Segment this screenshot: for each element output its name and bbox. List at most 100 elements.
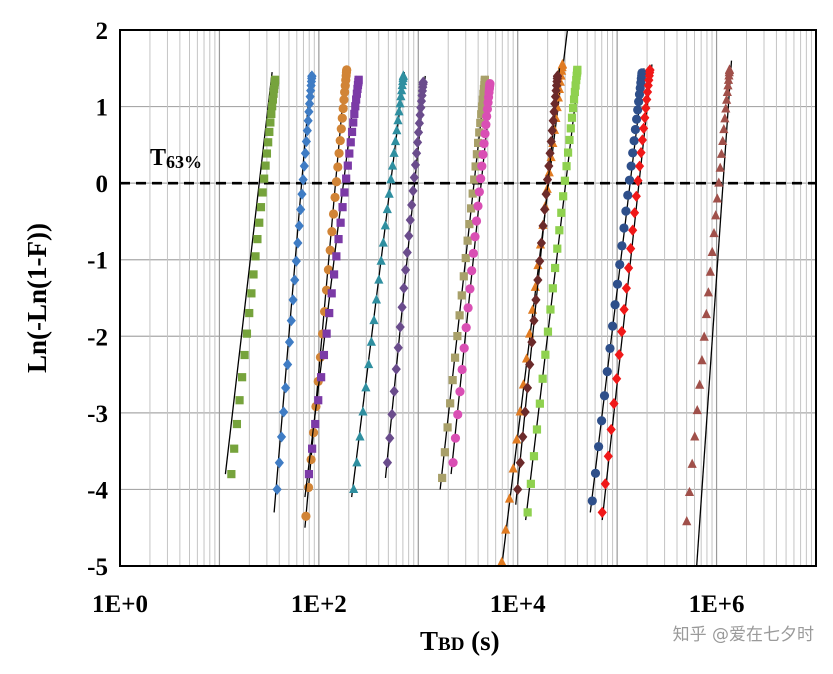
data-point (330, 192, 340, 202)
data-point (634, 160, 645, 172)
data-point (720, 113, 730, 123)
data-point (551, 84, 561, 97)
data-point (461, 323, 471, 333)
data-point (485, 79, 495, 89)
series-12 (587, 68, 647, 513)
data-point (397, 301, 407, 313)
data-point (546, 305, 555, 314)
gridlines (119, 29, 816, 567)
series-10 (513, 68, 563, 505)
series-8 (448, 79, 495, 475)
data-point (573, 65, 582, 74)
x-tick-labels: 1E+0 1E+2 1E+4 1E+6 (92, 591, 744, 618)
data-point (251, 252, 260, 261)
y-axis-label: Ln(-Ln(1-F)) (22, 223, 52, 373)
data-point (699, 331, 709, 341)
data-point (571, 81, 580, 90)
data-point (572, 75, 581, 85)
watermark: 知乎 @爱在七夕时 (673, 625, 814, 645)
data-point (531, 294, 541, 306)
data-point (636, 146, 646, 159)
data-point (476, 118, 485, 127)
data-point (284, 336, 295, 348)
data-point (336, 218, 345, 227)
data-point (467, 266, 477, 276)
data-point (597, 416, 607, 426)
data-point (256, 203, 266, 212)
data-point (393, 342, 403, 354)
data-point (304, 106, 314, 118)
data-point (355, 431, 365, 441)
x-tick-label: 1E+2 (291, 591, 347, 618)
data-point (391, 363, 401, 375)
data-point (602, 367, 612, 377)
data-point (274, 457, 284, 469)
data-point (526, 479, 535, 488)
data-point (630, 124, 641, 135)
data-point (283, 358, 293, 371)
series-2 (272, 70, 317, 513)
data-point (701, 308, 711, 319)
data-point (697, 355, 707, 365)
data-point (286, 314, 296, 327)
data-point (473, 201, 483, 211)
data-point (548, 115, 558, 127)
data-point (328, 209, 339, 219)
data-point (682, 515, 692, 526)
data-point (617, 326, 627, 338)
data-point (709, 227, 719, 238)
data-point (639, 122, 649, 134)
data-point (446, 399, 455, 408)
data-point (395, 98, 405, 108)
data-point (371, 294, 382, 304)
data-point (334, 148, 344, 158)
data-point (382, 203, 392, 214)
data-point (465, 284, 475, 294)
y-tick-label: -4 (87, 477, 108, 504)
data-point (253, 235, 262, 244)
data-point (641, 102, 651, 114)
data-point (642, 86, 653, 98)
data-point (566, 124, 575, 133)
data-point (361, 382, 371, 392)
data-point (342, 174, 351, 183)
data-point (477, 110, 486, 119)
data-point (395, 321, 405, 333)
data-point (546, 135, 556, 148)
data-point (358, 406, 368, 416)
data-point (562, 162, 571, 171)
data-point (621, 282, 631, 294)
data-point (628, 148, 638, 158)
data-point (308, 444, 317, 453)
data-point (553, 244, 562, 253)
data-point (402, 246, 412, 259)
data-point (242, 329, 252, 338)
data-point (567, 113, 577, 122)
data-point (298, 173, 308, 186)
data-point (336, 124, 346, 134)
y-tick-label: 0 (96, 171, 109, 198)
data-point (268, 95, 278, 104)
data-point (352, 89, 361, 98)
data-point (279, 406, 289, 418)
data-point (230, 444, 239, 453)
data-point (349, 118, 358, 127)
data-point (338, 103, 348, 114)
data-point (463, 236, 472, 245)
data-point (642, 93, 652, 106)
data-point (474, 138, 483, 147)
data-point (307, 70, 317, 82)
data-point (535, 255, 545, 267)
data-point (345, 149, 354, 158)
data-point (703, 287, 713, 297)
data-point (640, 112, 650, 124)
data-point (331, 177, 342, 187)
t63-label: T63% (150, 145, 202, 172)
data-point (296, 203, 306, 216)
data-point (413, 126, 424, 139)
data-point (457, 364, 467, 375)
data-point (570, 87, 579, 97)
data-point (548, 284, 557, 293)
data-point (369, 314, 379, 325)
data-point (262, 149, 272, 158)
